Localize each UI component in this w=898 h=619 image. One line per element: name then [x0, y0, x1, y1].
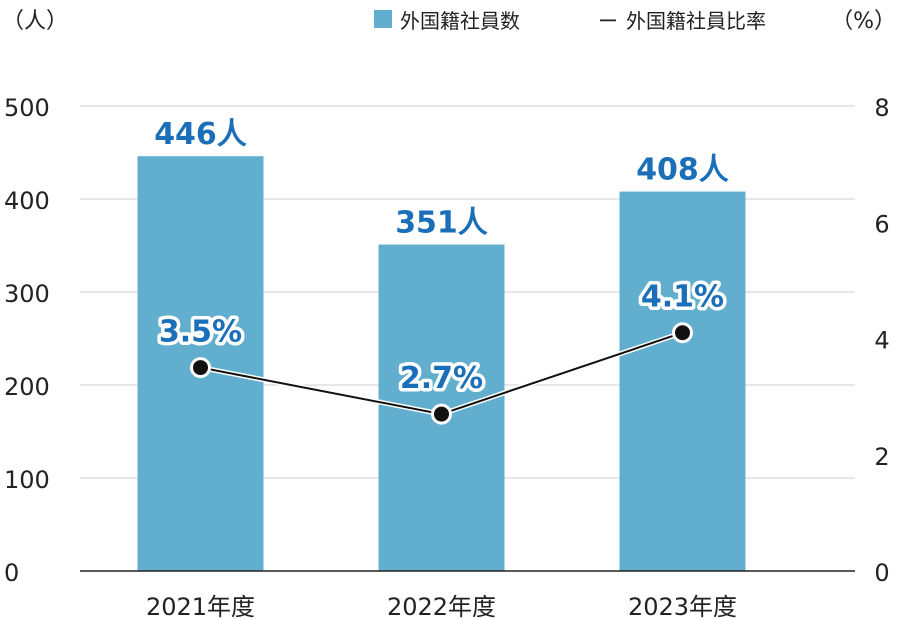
y-left-tick-label: 100	[4, 466, 50, 494]
y-left-tick-label: 300	[4, 280, 50, 308]
x-tick-label: 2022年度	[387, 593, 496, 619]
y-right-tick-label: 2	[874, 443, 889, 471]
ratio-line-series	[190, 322, 693, 425]
ratio-point	[190, 357, 211, 379]
bar-value-label: 446人	[154, 117, 247, 152]
bar-value-label: 351人	[395, 206, 488, 241]
bar-value-label: 408人	[636, 153, 729, 188]
x-tick-label: 2021年度	[146, 593, 255, 619]
y-right-tick-label: 4	[874, 327, 889, 355]
y-left-tick-label: 200	[4, 373, 50, 401]
axes: 0 100 200 300 400 500 0 2 4 6 8 2021年度 2022年度 2023年度	[4, 94, 890, 619]
x-tick-label: 2023年度	[628, 593, 737, 619]
legend-line-label: 外国籍社員比率	[626, 9, 766, 33]
ratio-value-label: 3.5%	[159, 315, 242, 350]
bars	[137, 156, 746, 571]
left-axis-unit-label: （人）	[2, 9, 68, 34]
y-left-tick-label: 400	[4, 187, 50, 215]
ratio-value-label: 4.1%	[641, 280, 724, 315]
y-right-tick-label: 0	[874, 559, 889, 587]
y-left-tick-label: 500	[4, 94, 50, 122]
bar	[619, 191, 746, 571]
ratio-point	[672, 322, 693, 344]
right-axis-unit-label: （%）	[831, 9, 896, 34]
y-left-tick-label: 0	[4, 559, 19, 587]
y-right-tick-label: 6	[874, 210, 889, 238]
ratio-point	[431, 403, 452, 425]
legend-bar-swatch	[374, 10, 392, 28]
legend-line-symbol: ー	[598, 9, 618, 33]
legend: 外国籍社員数 ー 外国籍社員比率	[374, 9, 766, 33]
legend-bar-label: 外国籍社員数	[400, 9, 520, 33]
ratio-value-label: 2.7%	[400, 361, 483, 396]
y-right-tick-label: 8	[874, 94, 889, 122]
data-labels: 446人 351人 408人 3.5% 2.7% 4.1%	[154, 117, 729, 399]
